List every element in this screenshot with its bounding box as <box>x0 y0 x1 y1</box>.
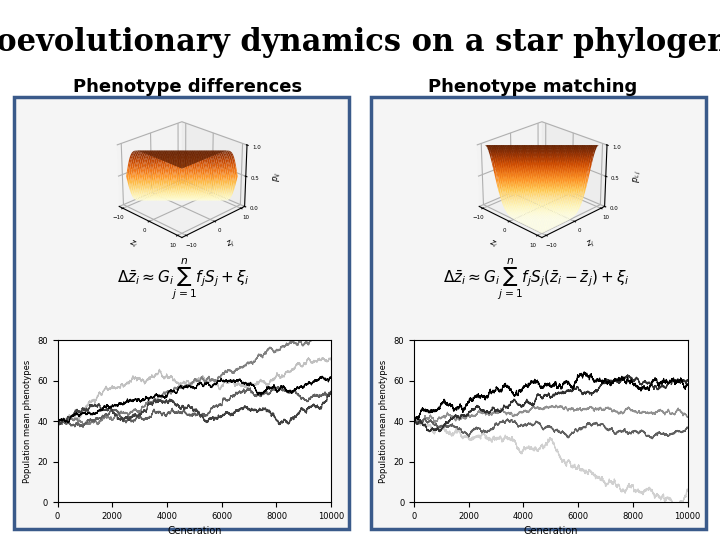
Text: $\Delta\bar{z}_i \approx G_i \sum_{j=1}^{n} f_j S_j(\bar{z}_i - \bar{z}_j) + \xi: $\Delta\bar{z}_i \approx G_i \sum_{j=1}^… <box>443 256 630 302</box>
X-axis label: Generation: Generation <box>523 526 578 536</box>
Y-axis label: Population mean phenotypes: Population mean phenotypes <box>23 360 32 483</box>
Text: Coevolutionary dynamics on a star phylogeny: Coevolutionary dynamics on a star phylog… <box>0 27 720 58</box>
Y-axis label: $z_j$: $z_j$ <box>225 238 237 251</box>
Y-axis label: Population mean phenotypes: Population mean phenotypes <box>379 360 388 483</box>
Text: Phenotype differences: Phenotype differences <box>73 78 302 96</box>
Text: $\Delta\bar{z}_i \approx G_i \sum_{j=1}^{n} f_j S_j + \xi_i$: $\Delta\bar{z}_i \approx G_i \sum_{j=1}^… <box>117 256 250 302</box>
X-axis label: $z_i$: $z_i$ <box>487 238 499 251</box>
Text: Phenotype matching: Phenotype matching <box>428 78 637 96</box>
X-axis label: Generation: Generation <box>167 526 222 536</box>
Y-axis label: $z_j$: $z_j$ <box>585 238 597 251</box>
X-axis label: $z_i$: $z_i$ <box>127 238 139 251</box>
